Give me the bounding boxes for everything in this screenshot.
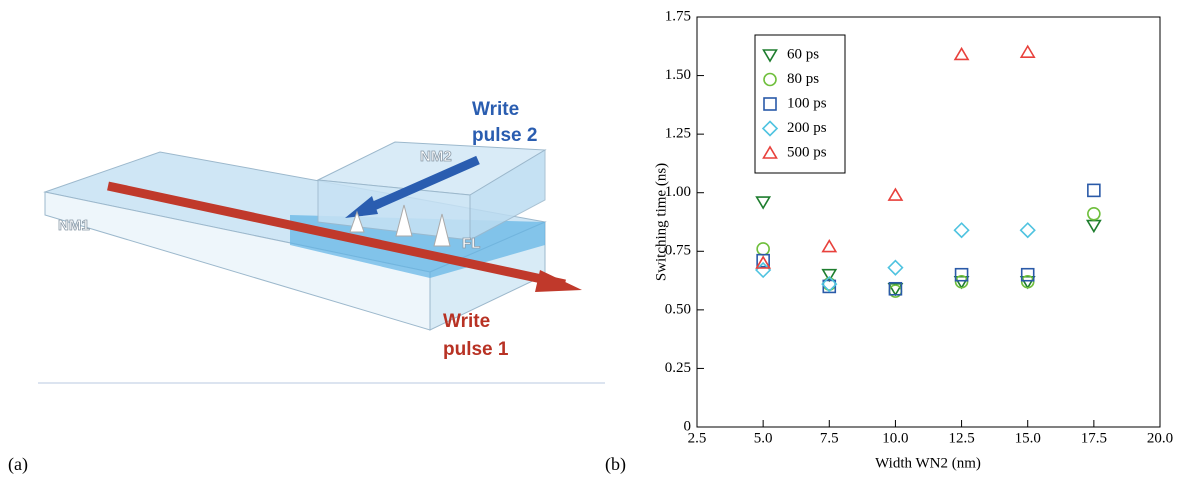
legend-label: 80 ps xyxy=(787,71,819,87)
legend-label: 60 ps xyxy=(787,46,819,62)
point xyxy=(823,241,836,252)
point xyxy=(956,269,968,281)
panel-label: (a) xyxy=(8,454,28,475)
x-tick-label: 12.5 xyxy=(948,430,974,446)
write-pulse-2-label: Write xyxy=(472,99,519,120)
point xyxy=(1087,221,1100,232)
x-tick-label: 20.0 xyxy=(1147,430,1173,446)
y-axis-title: Switching time (ns) xyxy=(653,163,669,281)
fl-label: FL xyxy=(462,235,480,252)
panel-label: (b) xyxy=(605,454,626,475)
x-tick-label: 17.5 xyxy=(1081,430,1107,446)
nm2-label: NM2 xyxy=(420,148,452,165)
point xyxy=(757,197,770,208)
y-tick-label: 0.25 xyxy=(665,360,691,376)
device-diagram: NM1 NM2 FL Write pulse 2 Write pulse 1 xyxy=(38,99,605,383)
y-tick-label: 0 xyxy=(684,418,692,434)
y-tick-label: 1.00 xyxy=(665,184,691,200)
write-pulse-1-label: pulse 1 xyxy=(443,339,509,360)
x-tick-label: 10.0 xyxy=(882,430,908,446)
write-pulse-1-head xyxy=(535,270,582,292)
point xyxy=(1022,269,1034,281)
figure: NM1 NM2 FL Write pulse 2 Write pulse 1 (… xyxy=(0,0,1194,479)
point xyxy=(1088,208,1100,220)
legend-label: 200 ps xyxy=(787,120,827,136)
y-tick-label: 1.50 xyxy=(665,67,691,83)
point xyxy=(955,48,968,59)
point xyxy=(888,261,902,275)
y-tick-label: 1.75 xyxy=(665,8,691,24)
point xyxy=(889,189,902,200)
x-tick-label: 7.5 xyxy=(820,430,839,446)
write-pulse-2-label: pulse 2 xyxy=(472,125,537,146)
legend-label: 500 ps xyxy=(787,144,827,160)
point xyxy=(955,223,969,237)
nm1-label: NM1 xyxy=(58,217,90,234)
x-axis-title: Width WN2 (nm) xyxy=(875,455,981,471)
y-tick-label: 1.25 xyxy=(665,126,691,142)
y-tick-label: 0.50 xyxy=(665,301,691,317)
legend-label: 100 ps xyxy=(787,95,827,111)
y-tick-label: 0.75 xyxy=(665,243,691,259)
write-pulse-1-label: Write xyxy=(443,311,490,332)
point xyxy=(757,243,769,255)
x-tick-label: 5.0 xyxy=(754,430,773,446)
point xyxy=(1021,223,1035,237)
x-tick-label: 15.0 xyxy=(1015,430,1041,446)
point xyxy=(1088,184,1100,196)
point xyxy=(1021,46,1034,57)
